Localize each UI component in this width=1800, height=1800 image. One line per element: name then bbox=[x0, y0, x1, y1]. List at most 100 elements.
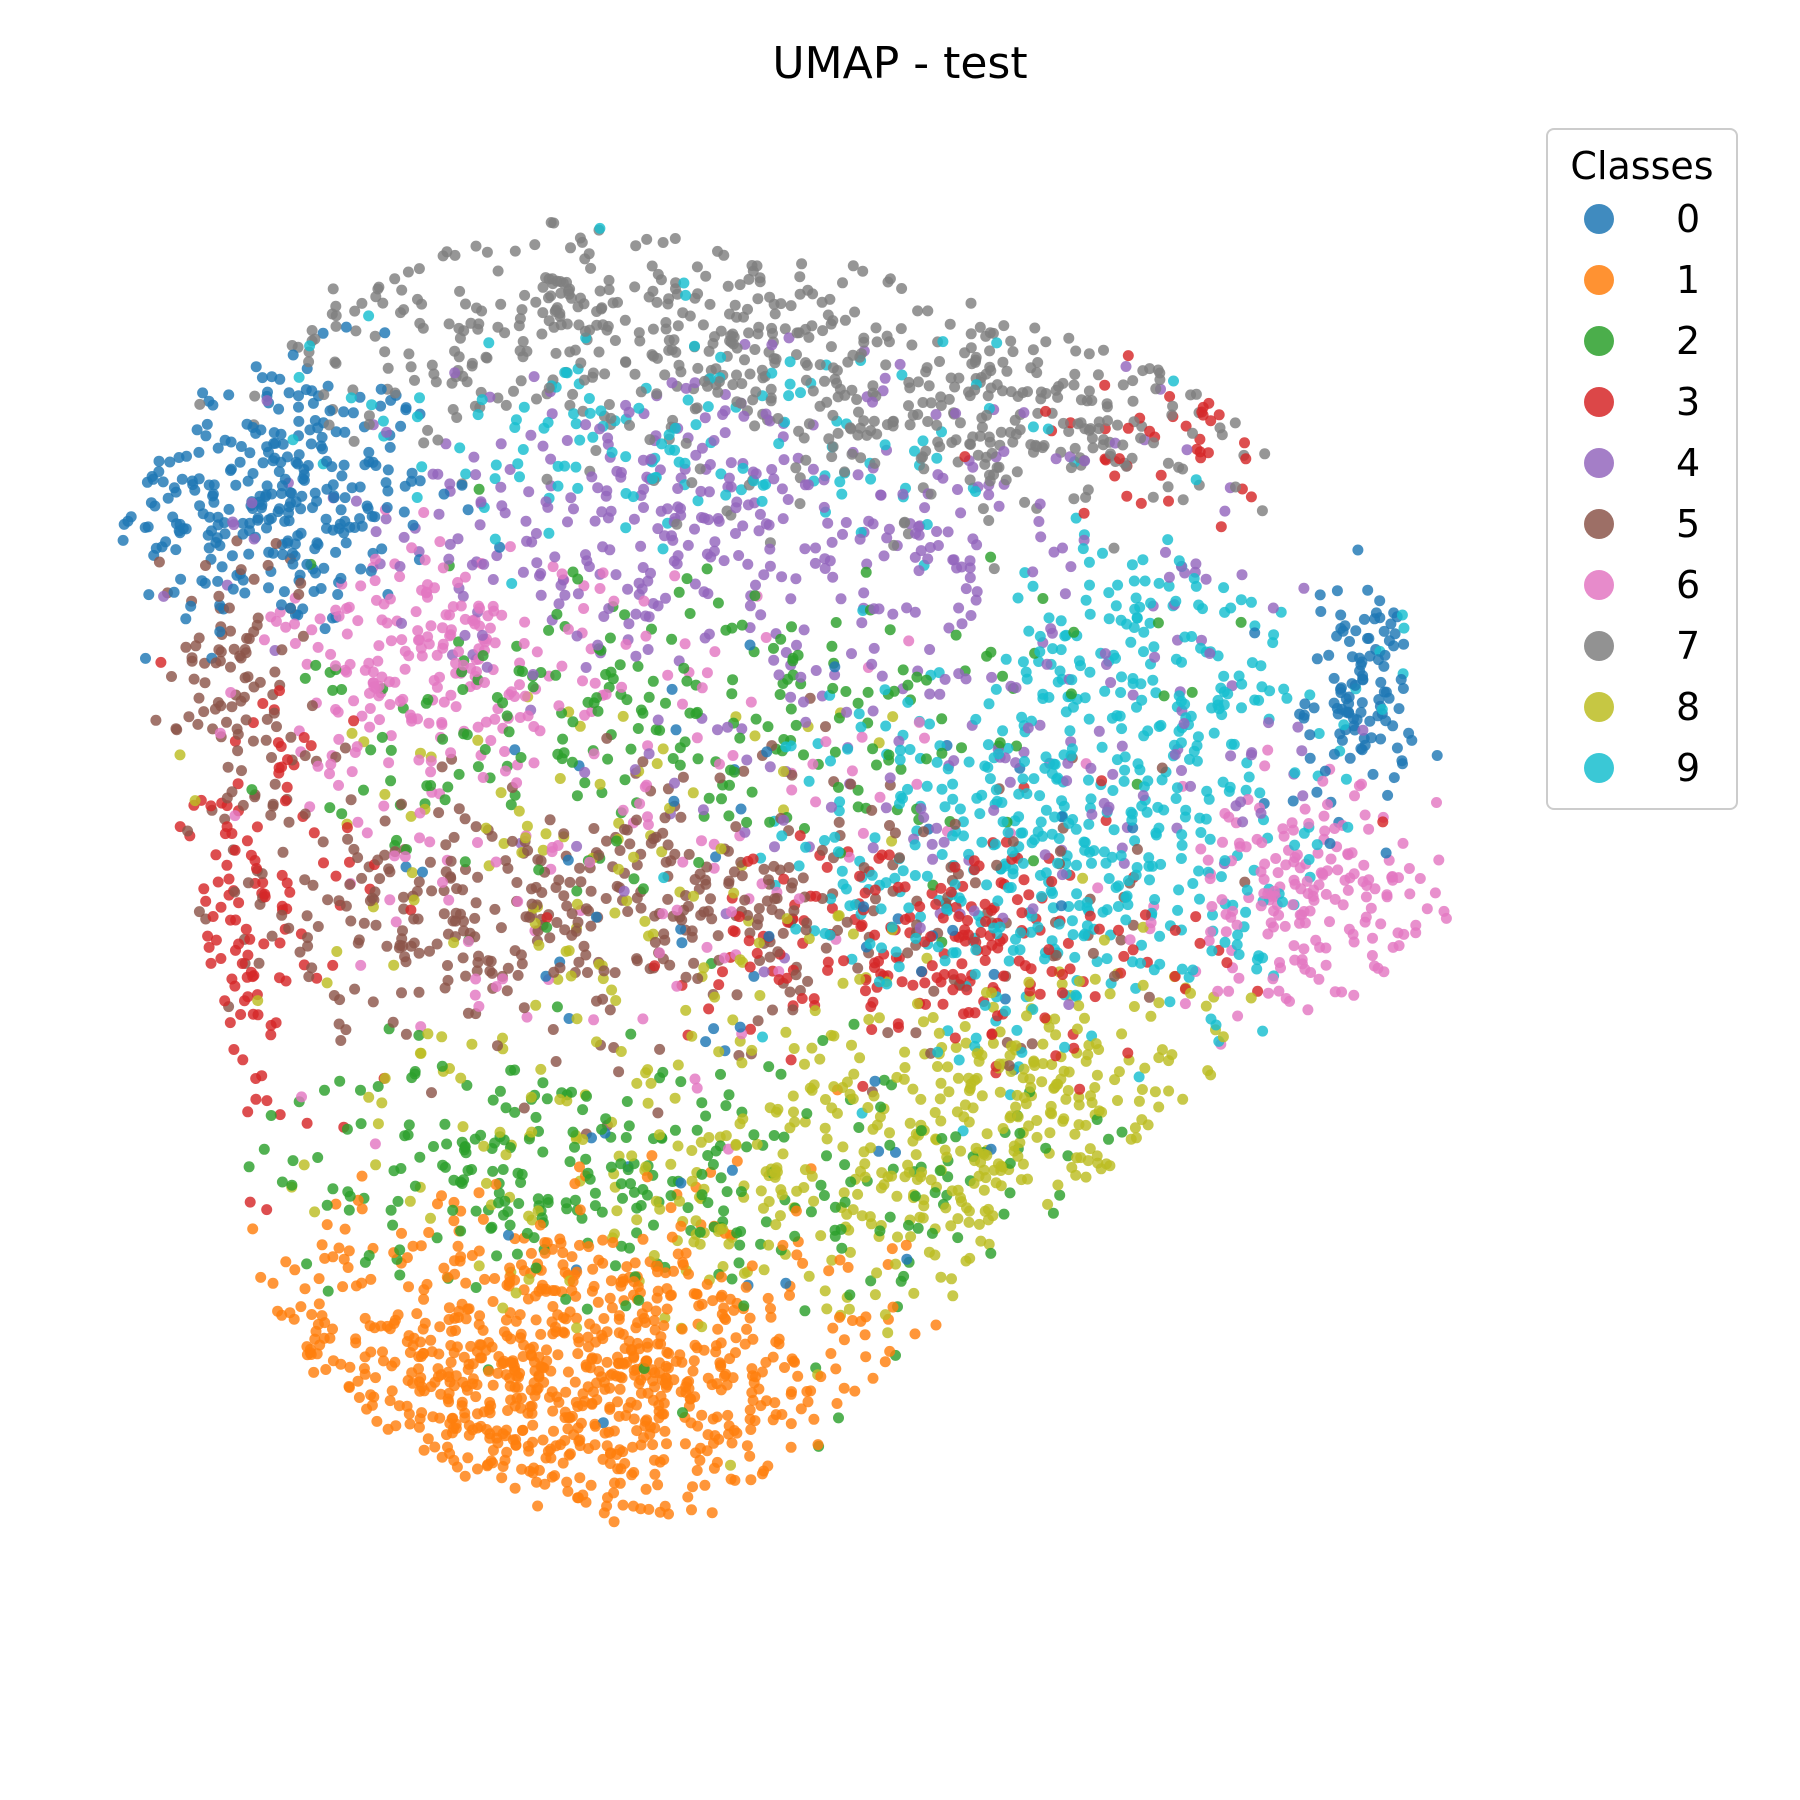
scatter-point-class-4 bbox=[742, 499, 754, 511]
scatter-point-class-5 bbox=[268, 707, 280, 719]
scatter-point-class-9 bbox=[737, 462, 749, 474]
scatter-point-class-7 bbox=[825, 341, 837, 353]
scatter-point-class-9 bbox=[411, 492, 423, 503]
scatter-point-class-9 bbox=[572, 482, 584, 494]
scatter-point-class-9 bbox=[517, 444, 529, 455]
scatter-point-class-8 bbox=[749, 730, 761, 742]
scatter-point-class-7 bbox=[514, 313, 526, 325]
scatter-point-class-0 bbox=[340, 321, 352, 333]
scatter-point-class-1 bbox=[433, 1348, 445, 1360]
scatter-point-class-2 bbox=[355, 1118, 367, 1130]
scatter-point-class-5 bbox=[894, 852, 905, 864]
scatter-point-class-6 bbox=[1262, 888, 1274, 900]
scatter-point-class-1 bbox=[314, 1339, 326, 1351]
scatter-point-class-2 bbox=[786, 621, 797, 633]
scatter-point-class-2 bbox=[461, 729, 473, 741]
scatter-point-class-2 bbox=[566, 756, 578, 768]
scatter-point-class-9 bbox=[1180, 804, 1192, 816]
scatter-point-class-3 bbox=[219, 828, 231, 840]
scatter-point-class-7 bbox=[925, 488, 937, 500]
scatter-point-class-6 bbox=[352, 816, 364, 828]
scatter-point-class-0 bbox=[668, 795, 680, 807]
scatter-point-class-0 bbox=[1331, 630, 1343, 642]
scatter-point-class-7 bbox=[827, 409, 839, 421]
scatter-point-class-6 bbox=[1294, 862, 1306, 874]
scatter-point-class-8 bbox=[871, 1267, 883, 1279]
scatter-point-class-6 bbox=[1217, 836, 1228, 848]
scatter-point-class-5 bbox=[438, 908, 450, 920]
scatter-point-class-7 bbox=[1075, 417, 1087, 429]
scatter-point-class-0 bbox=[196, 575, 208, 587]
scatter-point-class-5 bbox=[460, 970, 472, 982]
scatter-point-class-7 bbox=[603, 399, 615, 410]
scatter-point-class-8 bbox=[388, 959, 400, 971]
scatter-point-class-4 bbox=[1057, 542, 1068, 554]
scatter-point-class-2 bbox=[760, 1216, 772, 1228]
scatter-point-class-7 bbox=[624, 419, 635, 431]
scatter-point-class-9 bbox=[1059, 1041, 1071, 1053]
scatter-point-class-9 bbox=[1175, 737, 1187, 749]
scatter-point-class-3 bbox=[241, 835, 253, 847]
scatter-point-class-9 bbox=[970, 713, 982, 725]
scatter-point-class-8 bbox=[789, 1116, 801, 1128]
scatter-point-class-7 bbox=[1068, 493, 1080, 505]
scatter-point-class-8 bbox=[997, 1123, 1009, 1134]
scatter-point-class-1 bbox=[413, 1351, 425, 1363]
scatter-point-class-2 bbox=[436, 1060, 448, 1072]
scatter-point-class-0 bbox=[1334, 728, 1346, 740]
scatter-point-class-8 bbox=[642, 1097, 654, 1109]
scatter-point-class-6 bbox=[500, 765, 511, 777]
scatter-point-class-0 bbox=[339, 426, 351, 438]
scatter-point-class-8 bbox=[882, 1327, 894, 1339]
scatter-point-class-0 bbox=[1344, 636, 1355, 647]
scatter-point-class-6 bbox=[434, 671, 445, 683]
scatter-point-class-4 bbox=[689, 578, 701, 590]
scatter-point-class-8 bbox=[513, 805, 525, 817]
scatter-point-class-9 bbox=[1342, 821, 1354, 833]
scatter-point-class-7 bbox=[791, 327, 803, 339]
scatter-point-class-3 bbox=[899, 914, 911, 925]
scatter-point-class-4 bbox=[598, 611, 610, 622]
scatter-point-class-1 bbox=[706, 1507, 718, 1519]
scatter-point-class-8 bbox=[935, 1077, 947, 1089]
scatter-point-class-8 bbox=[983, 1238, 995, 1250]
scatter-point-class-9 bbox=[942, 763, 954, 775]
scatter-point-class-6 bbox=[1363, 823, 1375, 835]
scatter-point-class-9 bbox=[939, 801, 951, 813]
scatter-point-class-9 bbox=[954, 803, 966, 815]
scatter-point-class-7 bbox=[839, 314, 851, 326]
scatter-point-class-1 bbox=[324, 1332, 336, 1344]
scatter-point-class-4 bbox=[964, 555, 976, 567]
scatter-point-class-2 bbox=[527, 681, 539, 693]
scatter-point-class-7 bbox=[453, 351, 465, 363]
scatter-point-class-9 bbox=[842, 743, 854, 755]
scatter-point-class-9 bbox=[1103, 587, 1115, 599]
scatter-point-class-8 bbox=[917, 1212, 929, 1224]
scatter-point-class-8 bbox=[799, 1116, 811, 1128]
scatter-point-class-3 bbox=[979, 955, 991, 966]
scatter-point-class-8 bbox=[799, 1058, 810, 1070]
scatter-point-class-6 bbox=[760, 632, 772, 643]
scatter-point-class-6 bbox=[1277, 823, 1289, 835]
scatter-point-class-3 bbox=[822, 956, 834, 968]
scatter-point-class-5 bbox=[753, 903, 765, 914]
scatter-point-class-9 bbox=[766, 367, 778, 379]
scatter-point-class-6 bbox=[1262, 744, 1274, 756]
scatter-point-class-2 bbox=[477, 650, 489, 662]
scatter-point-class-9 bbox=[1110, 600, 1122, 612]
scatter-point-class-7 bbox=[567, 388, 579, 400]
scatter-point-class-9 bbox=[1311, 839, 1323, 851]
scatter-point-class-2 bbox=[1103, 1133, 1114, 1145]
scatter-point-class-9 bbox=[1158, 804, 1170, 816]
scatter-point-class-2 bbox=[643, 691, 655, 703]
scatter-point-class-0 bbox=[376, 543, 388, 555]
scatter-point-class-4 bbox=[381, 426, 392, 438]
scatter-point-class-7 bbox=[729, 299, 741, 311]
scatter-point-class-4 bbox=[1041, 658, 1053, 670]
scatter-point-class-1 bbox=[785, 1441, 797, 1453]
scatter-point-class-3 bbox=[233, 938, 245, 950]
scatter-point-class-7 bbox=[605, 412, 617, 424]
scatter-point-class-6 bbox=[418, 507, 430, 518]
scatter-point-class-4 bbox=[597, 541, 609, 553]
scatter-point-class-9 bbox=[1091, 956, 1103, 968]
